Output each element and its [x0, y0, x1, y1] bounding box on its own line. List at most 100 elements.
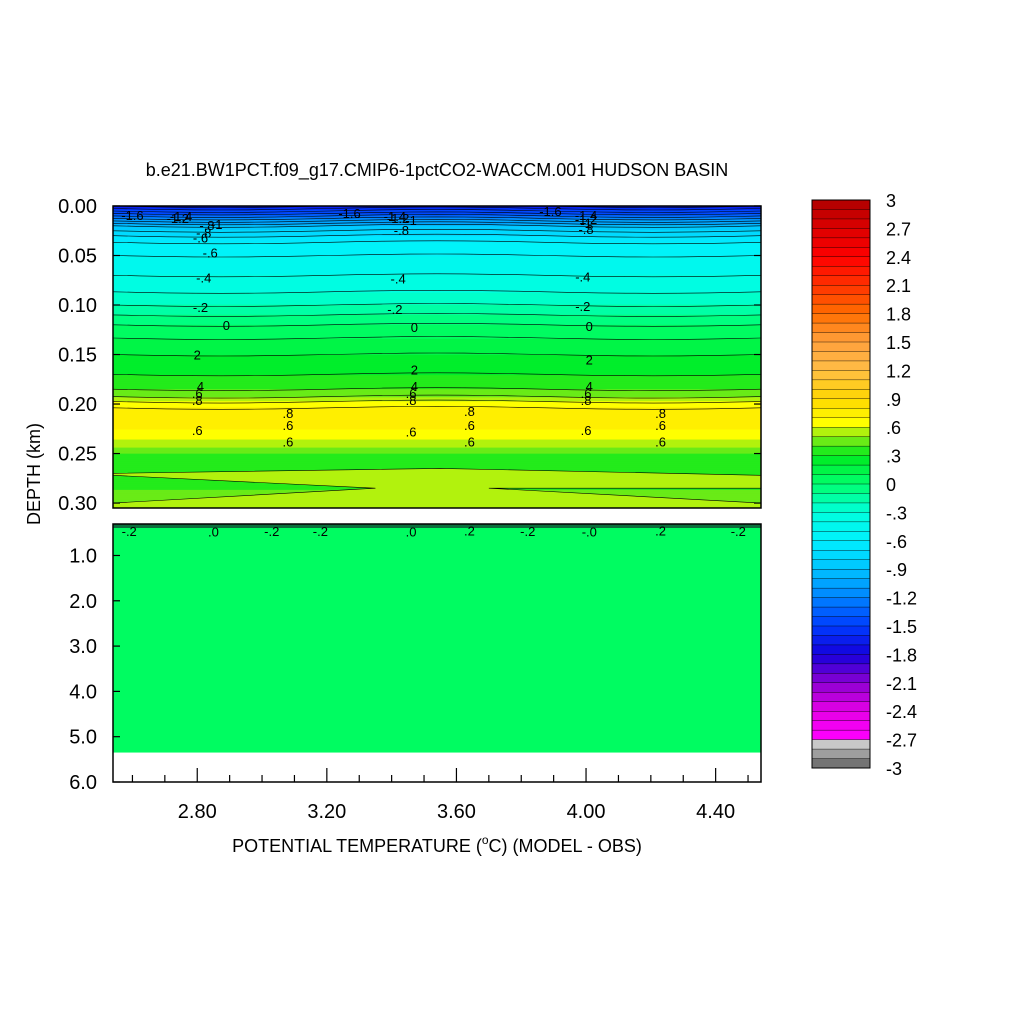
upper-contour-label: 2 — [411, 362, 418, 377]
colorbar-swatch — [811, 521, 871, 532]
lower-y-tick-label: 1.0 — [69, 545, 97, 567]
upper-contour-line — [113, 273, 761, 278]
colorbar-label: 3 — [886, 191, 896, 211]
colorbar-swatch — [811, 294, 871, 305]
upper-contour-label: .6 — [192, 423, 203, 438]
colorbar-swatch — [811, 417, 871, 428]
upper-contour-label: -.2 — [575, 299, 590, 314]
upper-contour-line — [113, 253, 761, 258]
colorbar-label: .9 — [886, 390, 901, 410]
upper-contour-line — [113, 394, 761, 399]
upper-contour-line — [113, 216, 761, 221]
upper-band — [113, 411, 761, 414]
colorbar-swatch — [811, 256, 871, 267]
upper-band — [113, 302, 761, 306]
upper-contour-label: .8 — [464, 404, 475, 419]
colorbar-swatch — [811, 606, 871, 618]
upper-band — [113, 290, 761, 294]
upper-band — [113, 435, 761, 439]
upper-band — [113, 300, 761, 304]
upper-band — [113, 371, 761, 374]
upper-contour-label: -1.6 — [121, 208, 143, 223]
lower-contour-label: -.2 — [520, 524, 535, 539]
upper-band — [113, 447, 761, 451]
colorbar — [811, 199, 871, 769]
upper-band — [113, 344, 761, 348]
colorbar-label: -2.7 — [886, 731, 917, 751]
colorbar-swatch — [811, 550, 871, 561]
upper-band — [113, 407, 761, 410]
colorbar-label: -.6 — [886, 532, 907, 552]
upper-band — [113, 395, 761, 398]
upper-band — [113, 393, 761, 396]
upper-contour-label: -.6 — [203, 246, 218, 261]
upper-band — [113, 334, 761, 338]
upper-band — [113, 421, 761, 425]
upper-band — [113, 359, 761, 362]
lower-contour-label: .0 — [208, 525, 219, 540]
upper-contour-label: -1.4 — [384, 209, 406, 224]
upper-band — [113, 304, 761, 308]
upper-contour-line — [113, 387, 761, 392]
upper-contour-label: -.8 — [199, 218, 214, 233]
upper-contour-line — [113, 209, 761, 213]
upper-band — [113, 294, 761, 298]
upper-y-tick-label: 0.00 — [58, 196, 97, 218]
upper-band — [113, 423, 761, 427]
upper-contour-label: -.4 — [196, 270, 211, 285]
colorbar-label: -.9 — [886, 560, 907, 580]
lower-y-axis: 1.0 2.0 3.0 4.0 5.0 6.0 — [69, 545, 120, 794]
upper-band — [113, 437, 761, 441]
lower-y-tick-label: 3.0 — [69, 636, 97, 658]
upper-contour-label: -1.4 — [170, 209, 192, 224]
colorbar-swatch — [811, 483, 871, 494]
upper-band — [113, 246, 761, 249]
colorbar-swatch — [811, 332, 871, 343]
colorbar-swatch — [811, 512, 871, 523]
colorbar-label: -2.1 — [886, 674, 917, 694]
upper-band — [113, 441, 761, 445]
upper-contour-line — [113, 322, 761, 327]
colorbar-swatch — [811, 559, 871, 570]
upper-contour-label: -.4 — [575, 269, 590, 284]
upper-band — [113, 216, 761, 219]
x-tick-label: 3.60 — [437, 801, 476, 823]
upper-contour-label: -1.6 — [338, 206, 360, 221]
colorbar-swatch — [811, 341, 871, 352]
upper-contour-label: .8 — [283, 406, 294, 421]
upper-contour-label: -1.2 — [575, 212, 597, 227]
upper-band — [113, 212, 761, 215]
upper-band — [113, 292, 761, 296]
upper-band — [113, 308, 761, 312]
colorbar-swatch — [811, 199, 871, 210]
upper-contour-line — [113, 313, 761, 317]
colorbar-label: -1.5 — [886, 617, 917, 637]
colorbar-label: 1.2 — [886, 361, 911, 381]
colorbar-swatch — [811, 635, 871, 646]
upper-contour-line — [113, 211, 761, 216]
colorbar-swatch — [811, 436, 871, 447]
upper-band — [113, 288, 761, 292]
upper-band — [113, 361, 761, 364]
x-axis-label-suffix: C) (MODEL - OBS) — [489, 836, 642, 856]
x-axis-label-prefix: POTENTIAL TEMPERATURE ( — [232, 836, 482, 856]
lower-contour-label: .0 — [406, 525, 417, 540]
colorbar-swatch — [811, 578, 871, 589]
colorbar-swatch — [811, 644, 871, 655]
upper-band — [113, 443, 761, 447]
upper-band — [113, 389, 761, 392]
upper-contour-label: -1 — [211, 217, 223, 232]
upper-contour-label: -.8 — [196, 226, 211, 241]
upper-band — [113, 352, 761, 356]
upper-contour-line — [113, 219, 761, 223]
colorbar-label: 1.5 — [886, 333, 911, 353]
upper-contour-label: 0 — [223, 318, 230, 333]
upper-band — [113, 373, 761, 376]
colorbar-labels: 3 2.7 2.4 2.1 1.8 1.5 1.2 .9 .6 .3 0 -.3 -.6 -.9 -1.2 -… — [886, 191, 917, 779]
colorbar-swatch — [811, 247, 871, 258]
upper-band — [113, 445, 761, 449]
upper-contour-label: .6 — [283, 418, 294, 433]
upper-contour-line — [113, 206, 761, 208]
upper-band — [113, 296, 761, 300]
upper-contour-label: .6 — [406, 386, 417, 401]
